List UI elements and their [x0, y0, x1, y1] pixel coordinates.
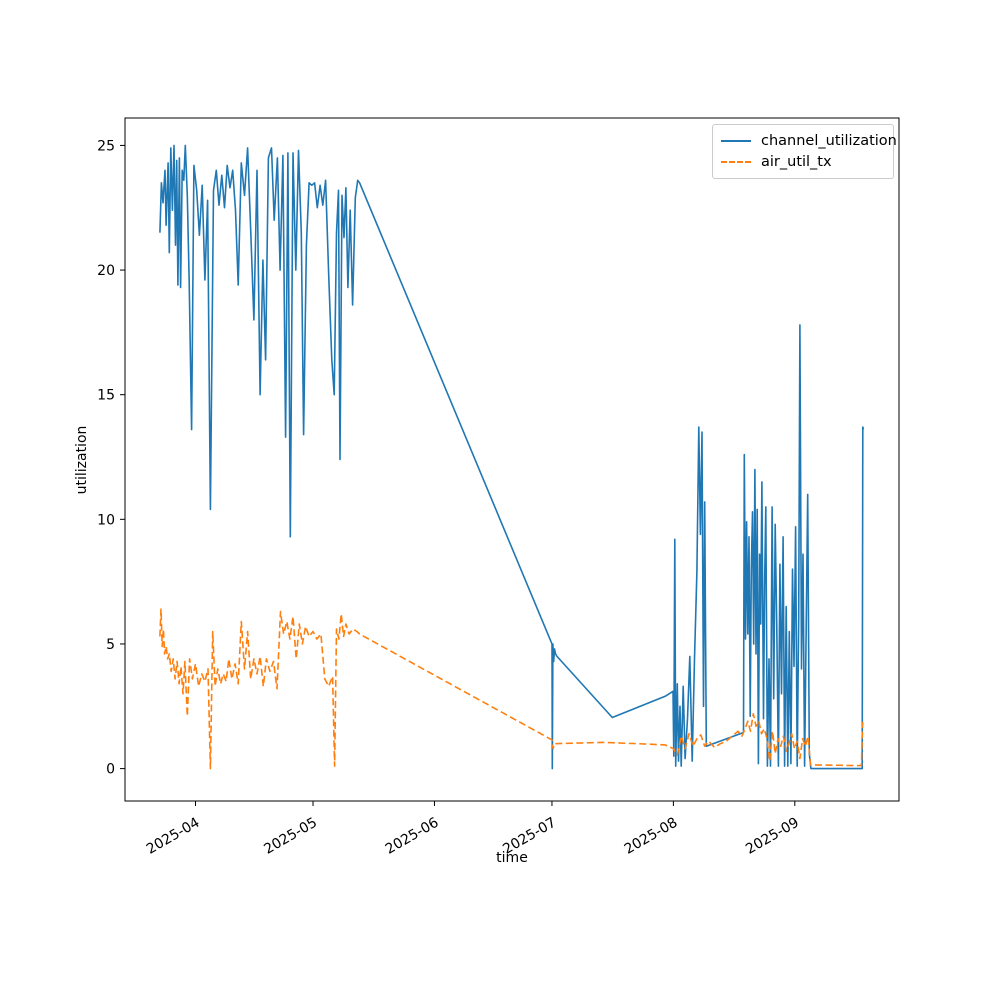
x-tick-label: 2025-04 — [144, 815, 203, 858]
y-tick-label: 15 — [97, 388, 115, 404]
y-tick-label: 5 — [106, 637, 115, 653]
legend-entry-channel-utilization: channel_utilization — [721, 130, 897, 151]
x-axis-label: time — [496, 850, 528, 866]
x-tick-label: 2025-05 — [261, 815, 320, 858]
y-tick-label: 25 — [97, 138, 115, 154]
legend: channel_utilization air_util_tx — [712, 124, 897, 179]
legend-entry-air-util-tx: air_util_tx — [721, 151, 885, 172]
x-tick-label: 2025-06 — [383, 815, 442, 858]
legend-line-sample-dashed — [721, 160, 751, 163]
legend-line-sample-solid — [721, 139, 751, 142]
series-lines — [159, 144, 865, 770]
air_util_tx-line — [159, 608, 865, 770]
y-axis-label: utilization — [74, 426, 90, 495]
legend-label: channel_utilization — [761, 132, 897, 149]
axes-frame — [124, 117, 900, 802]
channel_utilization-line — [159, 144, 865, 770]
y-tick-label: 20 — [97, 263, 115, 279]
x-axis-ticks: 2025-04 2025-05 2025-06 2025-07 2025-08 2025-… — [144, 801, 802, 858]
x-tick-label: 2025-08 — [622, 815, 681, 858]
legend-label: air_util_tx — [761, 153, 832, 170]
y-axis-ticks: 0 5 10 15 20 25 — [97, 138, 125, 778]
y-tick-label: 10 — [97, 512, 115, 528]
y-tick-label: 0 — [106, 762, 115, 778]
x-tick-label: 2025-09 — [743, 815, 802, 858]
